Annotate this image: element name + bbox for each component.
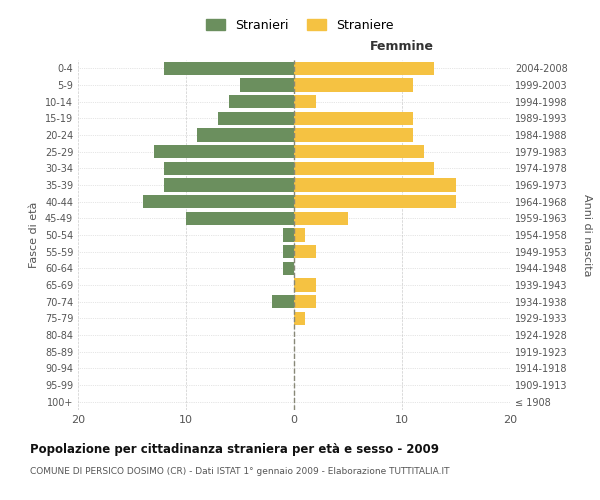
Bar: [294, 95, 316, 108]
Bar: [294, 145, 424, 158]
Bar: [164, 162, 294, 175]
Bar: [186, 212, 294, 225]
Text: COMUNE DI PERSICO DOSIMO (CR) - Dati ISTAT 1° gennaio 2009 - Elaborazione TUTTIT: COMUNE DI PERSICO DOSIMO (CR) - Dati IST…: [30, 468, 449, 476]
Bar: [294, 162, 434, 175]
Bar: [294, 78, 413, 92]
Bar: [294, 295, 316, 308]
Bar: [294, 112, 413, 125]
Bar: [294, 228, 305, 241]
Bar: [164, 178, 294, 192]
Bar: [294, 195, 456, 208]
Text: Popolazione per cittadinanza straniera per età e sesso - 2009: Popolazione per cittadinanza straniera p…: [30, 442, 439, 456]
Bar: [164, 62, 294, 75]
Y-axis label: Anni di nascita: Anni di nascita: [581, 194, 592, 276]
Bar: [294, 178, 456, 192]
Bar: [294, 278, 316, 291]
Bar: [240, 78, 294, 92]
Bar: [283, 228, 294, 241]
Bar: [283, 245, 294, 258]
Bar: [294, 128, 413, 141]
Legend: Stranieri, Straniere: Stranieri, Straniere: [202, 14, 398, 37]
Bar: [154, 145, 294, 158]
Bar: [143, 195, 294, 208]
Bar: [294, 245, 316, 258]
Bar: [283, 262, 294, 275]
Bar: [294, 312, 305, 325]
Bar: [218, 112, 294, 125]
Y-axis label: Fasce di età: Fasce di età: [29, 202, 39, 268]
Bar: [294, 212, 348, 225]
Bar: [229, 95, 294, 108]
Bar: [197, 128, 294, 141]
Bar: [294, 62, 434, 75]
Text: Femmine: Femmine: [370, 40, 434, 53]
Bar: [272, 295, 294, 308]
